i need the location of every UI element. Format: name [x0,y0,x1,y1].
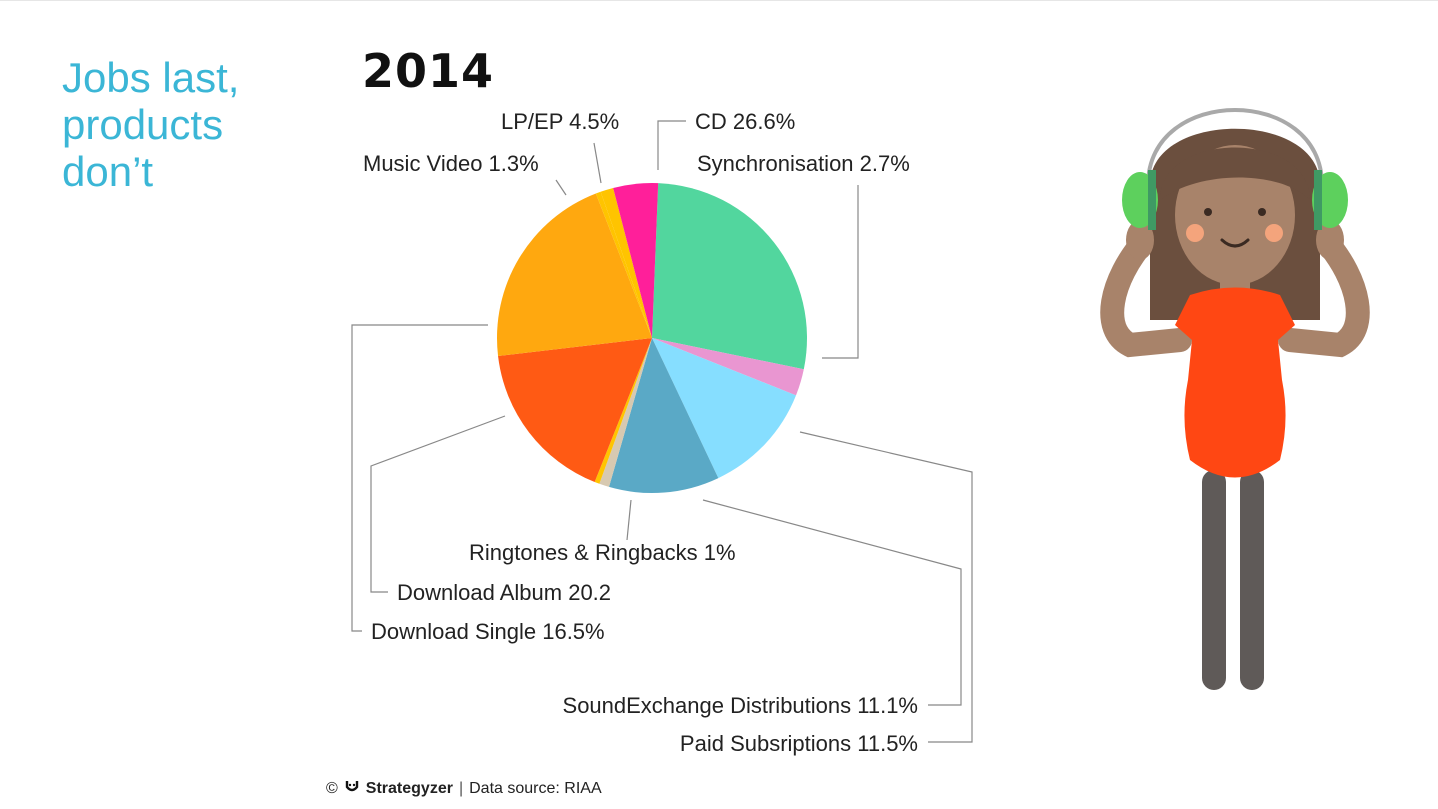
pie-slice-0 [652,183,807,370]
strategyzer-logo-icon [344,778,360,799]
leader-line-6 [370,415,506,593]
footer-separator: | [458,779,464,797]
left-hand [1126,220,1154,260]
slice-label-4: Ringtones & Ringbacks 1% [469,540,736,565]
hair-bangs [1160,147,1310,200]
pie-slice-8 [595,191,652,338]
pie-slice-1 [652,338,804,396]
smile [1220,238,1250,248]
right-eye [1258,208,1266,216]
slice-labels: CD 26.6% Synchronisation 2.7% Paid Subsrip… [363,109,918,756]
pie-slice-3 [608,338,719,493]
pie-slice-7 [496,193,652,357]
slice-label-0: CD 26.6% [695,109,795,134]
copyright-symbol: © [326,779,338,797]
left-cheek [1186,224,1204,242]
pie-slice-5 [594,338,652,484]
brand-name: Strategyzer [365,779,453,797]
footer: © Strategyzer | Data source: RIAA [326,778,602,799]
slice-label-8: LP/EP 4.5% [501,109,619,134]
leader-lines [351,120,973,743]
leader-line-8 [593,142,602,184]
pie-slice-9 [600,187,652,338]
leader-line-0 [657,120,686,170]
right-cheek [1265,224,1283,242]
leader-line-2 [799,431,973,743]
left-eye [1204,208,1212,216]
right-leg [1240,470,1264,690]
top-divider [0,0,1438,1]
slice-label-3: SoundExchange Distributions 11.1% [563,693,918,718]
slice-label-5: Download Single 16.5% [371,619,605,644]
leader-line-4 [626,499,632,541]
pie-slices [496,183,807,493]
pie-slice-4 [599,338,652,487]
slide-headline: Jobs last, products don’t [62,54,240,195]
right-headphone-pad [1314,170,1322,230]
slice-label-2: Paid Subsriptions 11.5% [680,731,918,756]
slice-label-6: Download Album 20.2 [397,580,611,605]
pie-slice-2 [652,338,797,479]
leader-line-1 [822,185,859,359]
girl-with-headphones-illustration [1100,108,1370,690]
left-headphone-pad [1148,170,1156,230]
slice-label-1: Synchronisation 2.7% [697,151,910,176]
leader-line-3 [702,499,962,706]
leader-line-5 [351,324,488,632]
data-source: Data source: RIAA [469,779,602,797]
slice-label-7: Music Video 1.3% [363,151,539,176]
left-leg [1202,470,1226,690]
pie-slice-6 [498,338,652,483]
chart-title: 2014 [362,44,495,98]
pie-slice-10 [613,183,659,338]
leader-line-7 [555,179,567,196]
headphone-band [1146,108,1324,186]
right-hand [1316,220,1344,260]
shirt [1175,287,1295,478]
